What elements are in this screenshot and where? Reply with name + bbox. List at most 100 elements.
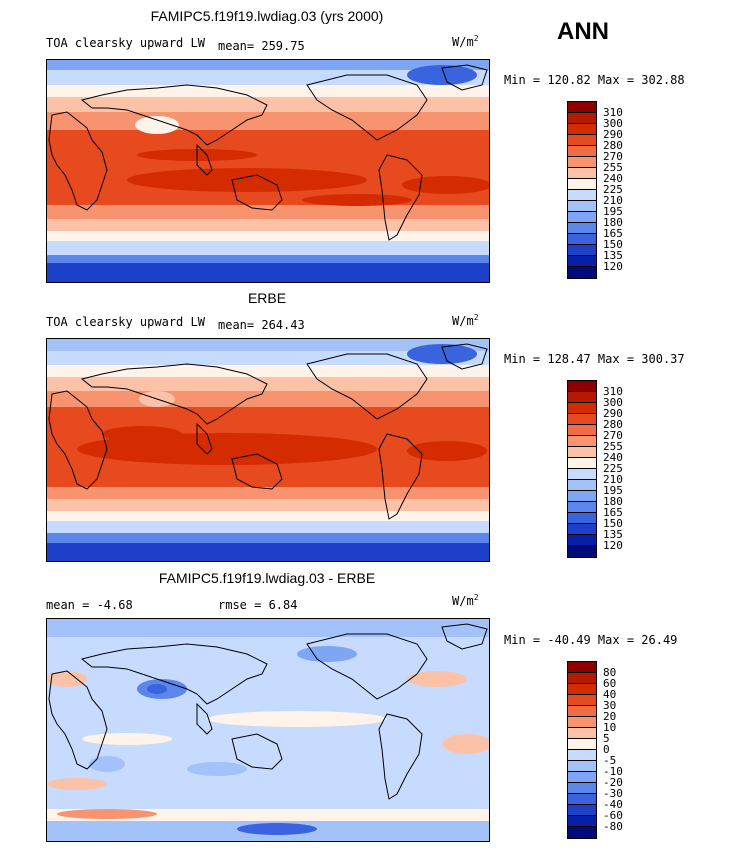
colorbar-level-label: 195 bbox=[603, 484, 623, 497]
colorbar-segment bbox=[568, 816, 596, 827]
panel-3-map-field bbox=[47, 619, 489, 841]
colorbar-segment bbox=[568, 706, 596, 717]
panel-2-colorbar-labels: 310 300 290 280 270 255 240 225 210 195 180 165 150 1… bbox=[603, 386, 623, 551]
panel-3-rmse: rmse = 6.84 bbox=[218, 598, 298, 612]
colorbar-level-label: 40 bbox=[603, 688, 617, 701]
colorbar-level-label: 240 bbox=[603, 451, 623, 464]
colorbar-segment bbox=[568, 381, 596, 392]
colorbar-segment bbox=[568, 662, 596, 673]
colorbar-level-label: 150 bbox=[603, 238, 623, 251]
panel-1-map-field bbox=[47, 60, 489, 282]
panel-2-map bbox=[46, 338, 490, 562]
colorbar-level-label: 310 bbox=[603, 106, 623, 119]
panel-1-units: W/m2 bbox=[452, 34, 479, 49]
panel-3-title: FAMIPC5.f19f19.lwdiag.03 - ERBE bbox=[158, 570, 376, 586]
colorbar-segment bbox=[568, 673, 596, 684]
colorbar-level-label: 255 bbox=[603, 440, 623, 453]
colorbar-level-label: 10 bbox=[603, 721, 617, 734]
panel-2-title: ERBE bbox=[247, 290, 287, 306]
colorbar-level-label: 30 bbox=[603, 699, 617, 712]
panel-3-units: W/m2 bbox=[452, 593, 479, 608]
colorbar-level-label: 270 bbox=[603, 150, 623, 163]
colorbar-segment bbox=[568, 513, 596, 524]
colorbar-segment bbox=[568, 392, 596, 403]
colorbar-segment bbox=[568, 124, 596, 135]
colorbar-segment bbox=[568, 245, 596, 256]
colorbar-level-label: 150 bbox=[603, 517, 623, 530]
colorbar-segment bbox=[568, 201, 596, 212]
colorbar-segment bbox=[568, 436, 596, 447]
colorbar-segment bbox=[568, 546, 596, 557]
colorbar-segment bbox=[568, 739, 596, 750]
colorbar-level-label: 165 bbox=[603, 506, 623, 519]
colorbar-level-label: -40 bbox=[603, 798, 623, 811]
colorbar-level-label: 210 bbox=[603, 194, 623, 207]
colorbar-segment bbox=[568, 794, 596, 805]
colorbar-level-label: 280 bbox=[603, 418, 623, 431]
colorbar-segment bbox=[568, 728, 596, 739]
colorbar-level-label: -30 bbox=[603, 787, 623, 800]
colorbar-level-label: 20 bbox=[603, 710, 617, 723]
colorbar-level-label: 290 bbox=[603, 407, 623, 420]
colorbar-level-label: 60 bbox=[603, 677, 617, 690]
panel-2-map-field bbox=[47, 339, 489, 561]
panel-3-colorbar bbox=[567, 661, 597, 839]
colorbar-level-label: 195 bbox=[603, 205, 623, 218]
colorbar-level-label: 270 bbox=[603, 429, 623, 442]
colorbar-segment bbox=[568, 102, 596, 113]
colorbar-segment bbox=[568, 267, 596, 278]
colorbar-segment bbox=[568, 179, 596, 190]
colorbar-level-label: 5 bbox=[603, 732, 610, 745]
colorbar-level-label: 180 bbox=[603, 216, 623, 229]
colorbar-segment bbox=[568, 223, 596, 234]
colorbar-segment bbox=[568, 805, 596, 816]
colorbar-level-label: 135 bbox=[603, 528, 623, 541]
colorbar-level-label: -5 bbox=[603, 754, 617, 767]
colorbar-segment bbox=[568, 212, 596, 223]
panel-3-colorbar-labels: 80 60 40 30 20 10 5 0 -5 -10 -20 -30 -40 -60 -80 bbox=[603, 667, 623, 832]
panel-2-mean: mean= 264.43 bbox=[218, 318, 305, 332]
colorbar-segment bbox=[568, 135, 596, 146]
colorbar-segment bbox=[568, 256, 596, 267]
colorbar-segment bbox=[568, 684, 596, 695]
colorbar-segment bbox=[568, 425, 596, 436]
colorbar-segment bbox=[568, 717, 596, 728]
panel-1-mean: mean= 259.75 bbox=[218, 39, 305, 53]
colorbar-segment bbox=[568, 234, 596, 245]
colorbar-level-label: 120 bbox=[603, 260, 623, 273]
colorbar-segment bbox=[568, 772, 596, 783]
colorbar-level-label: -80 bbox=[603, 820, 623, 833]
panel-3-mean: mean = -4.68 bbox=[46, 598, 133, 612]
colorbar-level-label: 180 bbox=[603, 495, 623, 508]
colorbar-level-label: 255 bbox=[603, 161, 623, 174]
panel-2-units: W/m2 bbox=[452, 313, 479, 328]
colorbar-level-label: -20 bbox=[603, 776, 623, 789]
colorbar-segment bbox=[568, 113, 596, 124]
panel-1-colorbar bbox=[567, 101, 597, 279]
colorbar-segment bbox=[568, 414, 596, 425]
panel-2-variable: TOA clearsky upward LW bbox=[46, 315, 205, 329]
panel-1-variable: TOA clearsky upward LW bbox=[46, 36, 205, 50]
colorbar-level-label: 210 bbox=[603, 473, 623, 486]
panel-2-colorbar bbox=[567, 380, 597, 558]
colorbar-segment bbox=[568, 168, 596, 179]
colorbar-segment bbox=[568, 491, 596, 502]
colorbar-level-label: 300 bbox=[603, 117, 623, 130]
panel-3-minmax: Min = -40.49 Max = 26.49 bbox=[504, 633, 678, 647]
colorbar-segment bbox=[568, 458, 596, 469]
colorbar-segment bbox=[568, 535, 596, 546]
colorbar-level-label: 135 bbox=[603, 249, 623, 262]
colorbar-segment bbox=[568, 783, 596, 794]
colorbar-level-label: 80 bbox=[603, 666, 617, 679]
colorbar-segment bbox=[568, 447, 596, 458]
panel-1-title: FAMIPC5.f19f19.lwdiag.03 (yrs 2000) bbox=[150, 8, 384, 24]
colorbar-segment bbox=[568, 761, 596, 772]
colorbar-segment bbox=[568, 524, 596, 535]
colorbar-segment bbox=[568, 827, 596, 838]
colorbar-level-label: -60 bbox=[603, 809, 623, 822]
colorbar-level-label: 225 bbox=[603, 183, 623, 196]
panel-3-map bbox=[46, 618, 490, 842]
colorbar-level-label: -10 bbox=[603, 765, 623, 778]
colorbar-segment bbox=[568, 502, 596, 513]
colorbar-segment bbox=[568, 146, 596, 157]
